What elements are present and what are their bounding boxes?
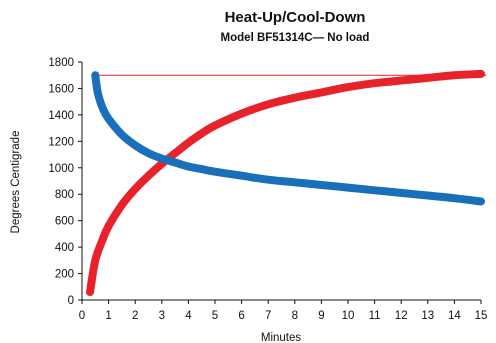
x-tick-label: 7 xyxy=(265,310,271,322)
x-tick-label: 15 xyxy=(475,310,488,322)
y-axis-label: Degrees Centigrade xyxy=(10,131,22,234)
y-tick-label: 1200 xyxy=(48,136,74,148)
x-tick-label: 14 xyxy=(448,310,461,322)
x-axis-label: Minutes xyxy=(261,332,302,343)
chart-subtitle: Model BF51314C— No load xyxy=(221,32,370,44)
x-tick-label: 1 xyxy=(105,310,111,322)
y-tick-label: 400 xyxy=(55,242,74,254)
x-tick-label: 4 xyxy=(185,310,192,322)
x-tick-label: 13 xyxy=(421,310,434,322)
x-tick-label: 6 xyxy=(238,310,244,322)
y-tick-label: 1800 xyxy=(48,57,74,69)
cool-down-curve xyxy=(91,71,485,206)
y-tick-label: 800 xyxy=(55,189,74,201)
x-tick-label: 8 xyxy=(292,310,298,322)
x-tick-label: 2 xyxy=(132,310,138,322)
y-tick-label: 1400 xyxy=(48,110,74,122)
x-tick-label: 10 xyxy=(342,310,355,322)
x-tick-label: 9 xyxy=(318,310,324,322)
chart-title: Heat-Up/Cool-Down xyxy=(225,9,366,26)
y-tick-label: 200 xyxy=(55,269,74,281)
y-tick-label: 600 xyxy=(55,216,74,228)
y-tick-label: 0 xyxy=(68,295,74,307)
x-tick-label: 3 xyxy=(159,310,165,322)
heat-up-curve xyxy=(86,69,485,297)
y-tick-label: 1000 xyxy=(48,163,74,175)
y-tick-label: 1600 xyxy=(48,83,74,95)
x-tick-label: 0 xyxy=(79,310,85,322)
x-tick-label: 11 xyxy=(369,310,381,322)
x-tick-label: 5 xyxy=(212,310,218,322)
x-tick-label: 12 xyxy=(395,310,408,322)
